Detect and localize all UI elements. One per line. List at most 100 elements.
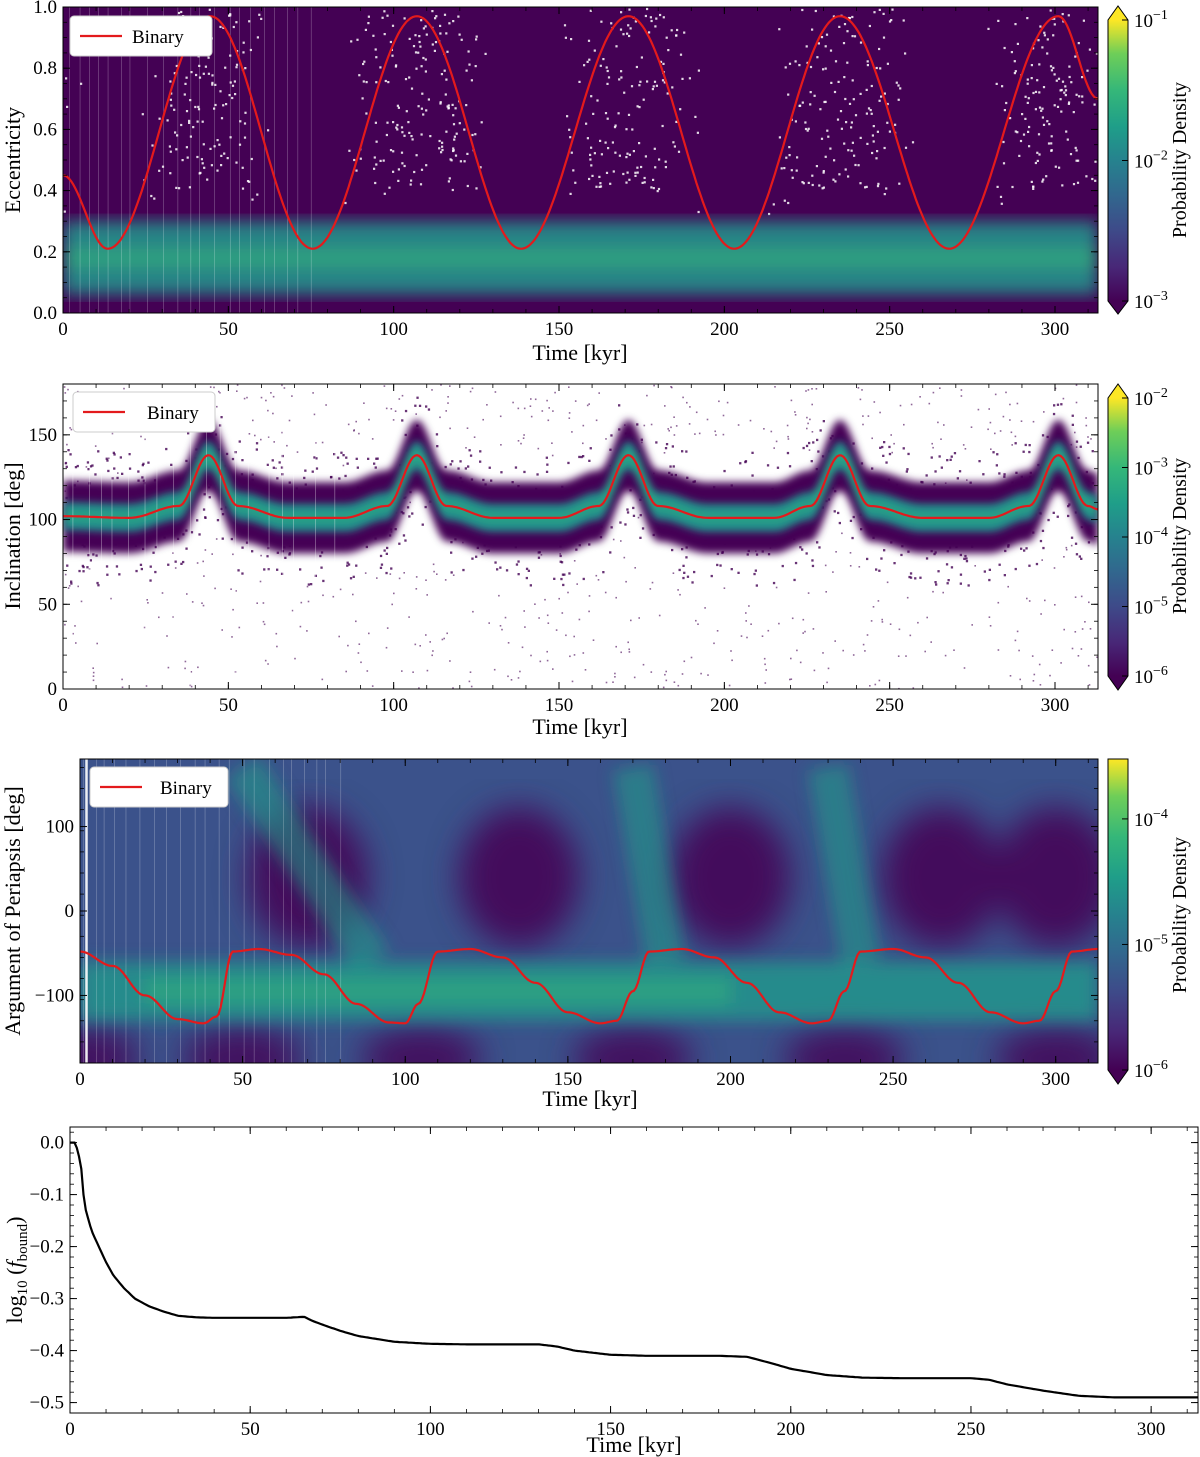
speckle-dot [598, 392, 600, 394]
speckle-dot [523, 470, 526, 474]
speckle-dot [356, 38, 359, 41]
speckle-dot [1075, 401, 1078, 404]
speckle-dot [933, 552, 936, 556]
speckle-dot [1051, 649, 1054, 651]
speckle-dot [494, 561, 497, 564]
x-tick-label: 50 [233, 1069, 252, 1090]
speckle-dot [106, 459, 109, 462]
speckle-dot [586, 404, 589, 407]
speckle-dot [203, 575, 205, 577]
speckle-dot [1080, 557, 1083, 560]
dense-density-band [63, 221, 1098, 295]
speckle-dot [568, 412, 571, 414]
speckle-dot [679, 108, 682, 111]
speckle-dot [185, 76, 188, 79]
speckle-dot [652, 187, 655, 190]
speckle-dot [464, 467, 467, 470]
speckle-dot [819, 108, 822, 111]
speckle-dot [932, 391, 935, 394]
speckle-dot [517, 440, 520, 442]
speckle-dot [546, 650, 548, 653]
speckle-dot [960, 389, 963, 391]
speckle-dot [413, 170, 416, 174]
speckle-dot [1041, 107, 1044, 110]
speckle-dot [398, 577, 401, 580]
speckle-dot [862, 423, 864, 426]
speckle-dot [595, 185, 598, 188]
speckle-dot [881, 618, 883, 621]
speckle-dot [655, 84, 658, 87]
speckle-dot [260, 17, 263, 20]
speckle-dot [907, 452, 910, 456]
speckle-dot [94, 445, 97, 447]
speckle-dot [1047, 518, 1050, 522]
speckle-dot [1009, 117, 1012, 120]
speckle-dot [867, 107, 871, 110]
speckle-dot [173, 108, 176, 111]
speckle-dot [598, 185, 601, 188]
speckle-dot [776, 466, 780, 469]
speckle-dot [620, 540, 622, 542]
bound-fraction-panel: 0 50 100 150 200 250 300 0.0−0.1−0.2−0.3−0.4−0… [2, 1126, 1199, 1457]
speckle-dot [238, 143, 242, 146]
speckle-dot [552, 410, 554, 412]
speckle-dot [241, 459, 244, 462]
speckle-dot [877, 182, 880, 185]
speckle-dot [242, 41, 245, 44]
speckle-dot [787, 435, 789, 438]
speckle-dot [416, 396, 419, 399]
speckle-dot [690, 656, 693, 659]
speckle-dot [379, 554, 383, 558]
speckle-dot [804, 127, 808, 131]
speckle-dot [1074, 631, 1077, 633]
speckle-dot [754, 569, 757, 572]
speckle-dot [593, 152, 596, 155]
speckle-dot [697, 69, 700, 72]
speckle-dot [262, 620, 265, 623]
speckle-dot [365, 81, 368, 84]
speckle-dot [886, 581, 889, 584]
speckle-dot [859, 182, 862, 185]
speckle-dot [221, 537, 224, 540]
speckle-dot [602, 58, 605, 61]
speckle-dot [457, 15, 460, 18]
speckle-dot [854, 163, 857, 167]
speckle-dot [1091, 450, 1094, 453]
speckle-dot [404, 433, 407, 437]
speckle-dot [149, 565, 152, 568]
speckle-dot [670, 29, 673, 32]
speckle-dot [796, 156, 799, 159]
speckle-dot [216, 169, 219, 172]
inclination-colorbar-ticks: 10−210−310−410−510−6 [1122, 386, 1168, 688]
speckle-dot [486, 404, 488, 406]
speckle-dot [408, 76, 411, 79]
speckle-dot [578, 618, 581, 621]
bound-fraction-frame [69, 1126, 1199, 1414]
speckle-dot [460, 38, 463, 41]
speckle-dot [374, 466, 377, 469]
speckle-dot [406, 506, 410, 509]
speckle-dot [401, 394, 404, 397]
speckle-dot [259, 580, 262, 583]
speckle-dot [373, 462, 376, 465]
speckle-dot [665, 670, 667, 673]
speckle-dot [695, 619, 697, 622]
speckle-dot [849, 552, 852, 554]
speckle-dot [628, 34, 631, 38]
speckle-dot [788, 62, 792, 65]
speckle-dot [446, 105, 449, 108]
speckle-dot [751, 474, 754, 477]
speckle-dot [153, 197, 156, 200]
speckle-dot [675, 425, 678, 427]
speckle-dot [180, 10, 183, 14]
speckle-dot [248, 180, 251, 183]
speckle-dot [834, 180, 837, 183]
speckle-dot [830, 81, 833, 84]
speckle-dot [999, 430, 1002, 432]
speckle-dot [573, 635, 575, 638]
speckle-dot [563, 24, 567, 27]
speckle-dot [407, 121, 410, 124]
speckle-dot [304, 469, 307, 472]
speckle-dot [363, 402, 365, 404]
y-tick-label: 0.0 [40, 1133, 64, 1154]
